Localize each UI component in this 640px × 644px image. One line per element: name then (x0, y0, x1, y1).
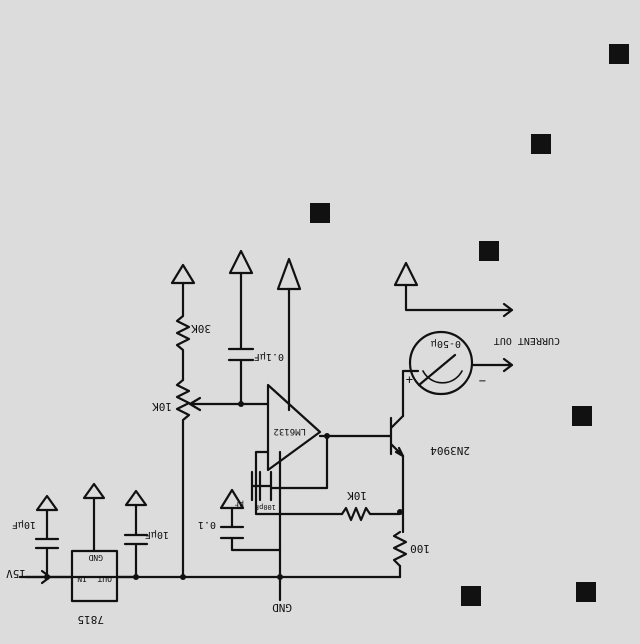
supply-arrow (393, 261, 419, 287)
junction-dot (397, 509, 403, 515)
registration-mark (479, 241, 499, 261)
meter-plus-label: + (406, 373, 413, 387)
input-label: 15V (6, 567, 26, 580)
opamp-label: LM6132 (273, 426, 306, 436)
collector-wire (401, 369, 420, 418)
feedback-wire (250, 434, 329, 502)
regulator-gnd-pin: GND (88, 553, 103, 562)
supply-arrow (124, 489, 148, 507)
resistor-100-label: 100 (410, 542, 430, 555)
opamp-lm6132 (266, 383, 322, 472)
registration-mark (572, 406, 592, 426)
registration-mark (461, 586, 481, 606)
meter-scale-arc (422, 370, 463, 384)
supply-arrow (35, 494, 59, 512)
resistor-30k (175, 281, 191, 382)
registration-mark (531, 134, 551, 154)
meter-minus-label: − (479, 374, 486, 388)
meter-0-50ua (408, 330, 474, 396)
capacitor-100pf-label: 100pF (255, 503, 276, 511)
capacitor-01-bottom (219, 506, 282, 552)
regulator-part-label: 7815 (78, 613, 105, 626)
potentiometer-10k (175, 378, 191, 579)
supply-arrow (276, 257, 302, 291)
ground-label: GND (272, 601, 292, 614)
current-out-bottom-wire (470, 357, 514, 373)
resistor-10k-label: 10K (347, 489, 367, 502)
capacitor-10uf-right (123, 503, 149, 579)
registration-mark (609, 44, 629, 64)
capacitor-01uf-top (227, 271, 255, 406)
regulator-out-pin: OUT (97, 574, 112, 583)
capacitor-10uf-left (34, 508, 60, 579)
meter-label: 0-50μ (431, 338, 461, 349)
potentiometer-10k-label: 10K (152, 400, 172, 413)
supply-arrow (82, 482, 106, 500)
regulator-in-pin: IN (77, 574, 87, 583)
current-out-label: CURRENT OUT (494, 335, 560, 346)
registration-mark (576, 582, 596, 602)
resistor-100 (392, 530, 408, 568)
capacitor-01uf-top-label: 0.1μF (254, 351, 284, 362)
meter-needle (417, 353, 457, 387)
resistor-30k-label: 30K (191, 322, 211, 335)
capacitor-01-bottom-label: 0.1 (198, 519, 216, 530)
opamp-inv-wire (254, 450, 344, 516)
supply-arrow (170, 263, 196, 285)
supply-arrow (228, 249, 254, 275)
registration-mark (310, 203, 330, 223)
resistor-10k (340, 506, 402, 522)
capacitor-01-bottom-unit: μF (234, 500, 244, 509)
transistor-2n3904 (389, 414, 405, 458)
capacitor-10uf-right-label: 10μF (145, 529, 169, 540)
potentiometer-wiper (188, 396, 242, 412)
current-out-top-wire (404, 283, 514, 318)
transistor-label: 2N3904 (430, 444, 470, 457)
capacitor-10uf-left-label: 10μF (12, 519, 36, 530)
